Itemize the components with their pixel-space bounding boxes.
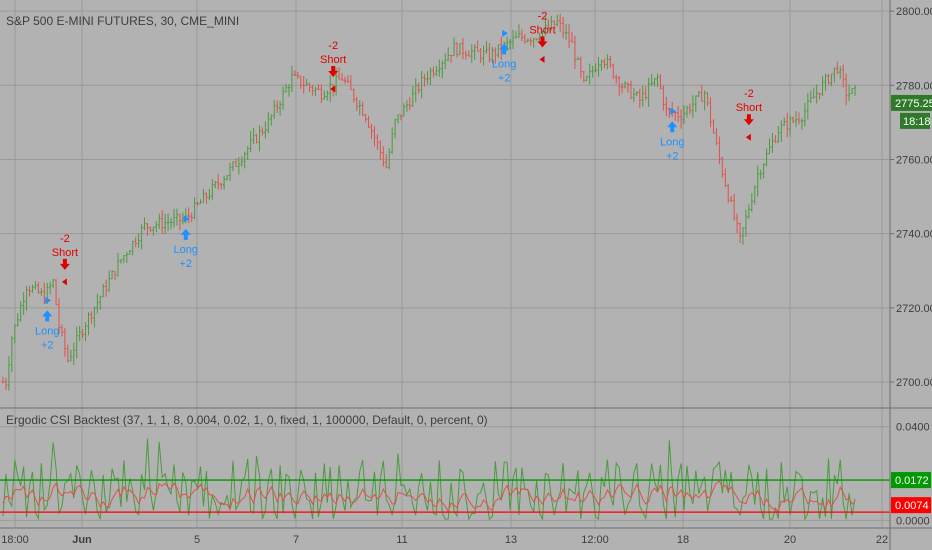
long-label: Long: [492, 58, 516, 70]
price-tick-label: 2700.00: [896, 377, 932, 389]
exit-marker: [745, 133, 751, 141]
short-qty: -2: [60, 233, 70, 245]
short-label: Short: [320, 54, 346, 66]
price-tick-label: 2720.00: [896, 303, 932, 315]
x-tick-label: 22: [876, 534, 888, 546]
level-tag-label: 0.0074: [895, 500, 929, 512]
long-arrow-icon: [42, 310, 53, 322]
entry-marker: [45, 296, 52, 304]
countdown-tag: [900, 112, 930, 129]
exit-marker: [330, 85, 336, 93]
level-tag-label: 0.0172: [895, 475, 929, 487]
price-legend-title[interactable]: S&P 500 E-MINI FUTURES, 30, CME_MINI: [6, 14, 239, 28]
long-arrow-icon: [499, 43, 510, 55]
long-qty: +2: [498, 72, 511, 84]
long-label: Long: [35, 325, 59, 337]
indicator-series-green: [2, 438, 856, 521]
x-tick-label: 12:00: [581, 534, 609, 546]
x-tick-label: Jun: [72, 534, 92, 546]
level-tag: [891, 497, 931, 514]
x-tick-label: 11: [396, 534, 407, 546]
price-panel[interactable]: [1, 13, 857, 391]
entry-marker: [670, 107, 677, 115]
entry-marker: [183, 215, 190, 223]
current-price-tag: [891, 94, 932, 111]
long-arrow-icon: [180, 228, 191, 240]
indicator-tick-label: 0.0000: [896, 515, 930, 527]
long-qty: +2: [180, 258, 193, 270]
indicator-tick-label: 0.0400: [896, 422, 930, 434]
short-arrow-icon: [328, 66, 339, 78]
price-tick-label: 2780.00: [896, 80, 932, 92]
x-tick-label: 7: [293, 534, 299, 546]
long-qty: +2: [666, 150, 679, 162]
short-arrow-icon: [59, 258, 70, 270]
short-arrow-icon: [743, 114, 754, 126]
indicator-legend-title[interactable]: Ergodic CSI Backtest (37, 1, 1, 8, 0.004…: [6, 413, 488, 427]
price-tick-label: 2760.00: [896, 154, 932, 166]
long-arrow-icon: [667, 121, 678, 133]
x-tick-label: 18: [677, 534, 689, 546]
x-tick-label: 20: [784, 534, 796, 546]
short-qty: -2: [744, 88, 754, 100]
short-qty: -2: [328, 40, 338, 52]
signal-layer: Long +2 Short -2 Long +2 Short -2 Long +2 Short -2 L…: [35, 10, 762, 351]
indicator-panel[interactable]: [0, 438, 890, 521]
short-arrow-icon: [537, 36, 548, 48]
short-label: Short: [52, 247, 78, 259]
exit-marker: [539, 55, 545, 63]
grid-layer: [0, 0, 890, 528]
level-tag: [891, 472, 931, 489]
price-tick-label: 2740.00: [896, 229, 932, 241]
long-qty: +2: [41, 339, 54, 351]
countdown-label: 18:18: [903, 116, 931, 128]
x-tick-label: 13: [505, 534, 517, 546]
short-label: Short: [529, 24, 555, 36]
current-price-label: 2775.25: [895, 98, 932, 110]
entry-marker: [502, 29, 509, 37]
x-tick-label: 18:00: [1, 534, 29, 546]
short-qty: -2: [538, 10, 548, 22]
long-label: Long: [174, 244, 198, 256]
exit-marker: [61, 278, 67, 286]
long-label: Long: [660, 136, 684, 148]
x-tick-label: 5: [194, 534, 200, 546]
indicator-series-red: [2, 480, 856, 513]
short-label: Short: [736, 102, 762, 114]
price-tick-label: 2800.00: [896, 6, 932, 18]
